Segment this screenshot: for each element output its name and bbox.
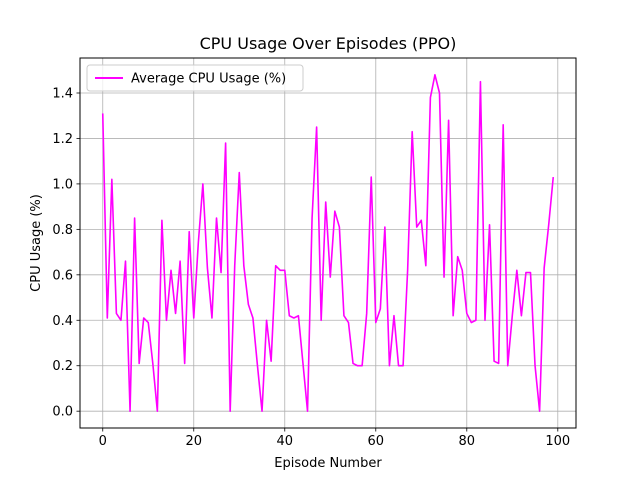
y-tick-label: 0.8	[52, 223, 73, 238]
y-tick-label: 1.0	[52, 177, 73, 192]
x-tick-label: 100	[545, 434, 570, 449]
x-tick-label: 40	[276, 434, 293, 449]
axes-frame	[79, 57, 577, 429]
x-axis: 0 20 40 60 80 100	[99, 428, 570, 449]
legend-label: Average CPU Usage (%)	[131, 72, 286, 87]
x-tick-label: 60	[368, 434, 385, 449]
y-tick-label: 1.4	[52, 87, 73, 102]
series-line	[101, 74, 555, 412]
x-tick-label: 0	[99, 434, 107, 449]
y-axis-label: CPU Usage (%)	[29, 194, 44, 292]
x-tick-label: 20	[185, 434, 202, 449]
y-tick-label: 0.6	[52, 268, 73, 283]
y-axis: 0.0 0.2 0.4 0.6 0.8 1.0 1.2 1.4	[52, 87, 80, 420]
x-axis-label: Episode Number	[274, 456, 382, 471]
x-tick-label: 80	[459, 434, 476, 449]
y-tick-label: 0.0	[52, 405, 73, 420]
legend: Average CPU Usage (%)	[86, 64, 304, 92]
legend-box	[86, 64, 304, 92]
chart-title: CPU Usage Over Episodes (PPO)	[200, 34, 457, 53]
y-tick-label: 0.4	[52, 314, 73, 329]
plot-area	[101, 74, 555, 412]
y-tick-label: 1.2	[52, 132, 73, 147]
y-tick-label: 0.2	[52, 359, 73, 374]
